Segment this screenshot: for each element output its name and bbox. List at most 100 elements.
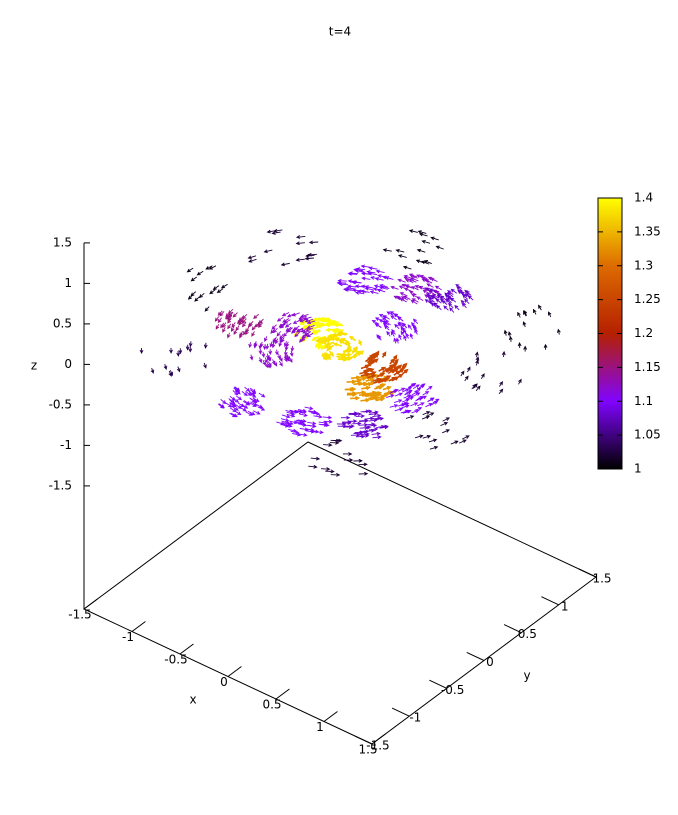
vector-arrow [239,332,243,339]
vector-arrow [409,274,418,279]
vector-arrow [354,430,365,435]
vector-arrow [417,384,425,390]
vector-arrow [411,293,419,299]
vector-arrow [267,361,272,368]
vector-arrow [235,325,240,332]
vector-arrow [307,421,317,426]
vector-arrow [318,422,329,427]
vector-arrow [373,284,383,289]
vector-arrow [346,392,358,397]
vector-arrow [271,342,276,349]
vector-arrow [390,315,397,321]
vector-arrow [392,354,398,362]
vector-arrow [501,350,506,357]
x-tick [275,688,290,700]
vector-arrow [410,299,418,305]
vector-arrow [358,462,368,467]
vector-arrow [288,357,293,363]
vector-arrow [342,452,353,456]
vector-arrow [405,415,415,419]
x-tick-label: 1 [316,720,324,734]
vector-arrow [229,412,237,418]
base-plane [83,441,597,745]
vector-arrow [340,337,349,343]
vector-arrow [320,343,327,351]
vector-arrow [249,389,257,395]
vector-arrow [303,316,312,321]
vector-arrow [400,296,409,301]
vector-arrow [280,262,290,267]
vector-arrow [324,341,335,346]
vector-arrow [298,423,308,427]
vector-arrow [425,287,433,293]
vector-arrow [359,370,369,375]
vector-arrow [403,287,412,292]
vector-arrow [290,345,295,352]
z-tick-label: 0 [64,357,72,371]
vector-arrow [280,418,290,422]
vector-arrow [332,342,343,347]
vector-arrow [450,288,457,294]
vector-arrow [308,240,319,245]
vector-arrow [394,407,404,412]
vector-arrow [325,469,335,474]
vector-arrow [308,464,318,469]
vector-arrow [364,393,376,398]
vector-arrow [395,373,404,379]
y-tick-label: -1.5 [366,739,389,753]
vector-arrow [361,271,371,276]
vector-arrow [405,389,413,394]
vector-arrow [401,404,410,409]
vector-arrow [377,334,382,341]
vector-arrow [220,322,225,329]
vector-arrow [346,386,357,392]
vector-arrow [139,348,144,355]
vector-arrow [355,414,366,419]
vector-arrow [413,384,420,389]
y-axis-title: y [523,669,530,683]
vector-arrow [297,419,307,423]
z-tick-label: -0.5 [49,397,72,411]
vector-arrow [253,342,258,349]
vector-arrow [336,422,347,426]
vector-arrow [464,298,470,305]
vector-arrow [307,252,317,257]
vector-arrow [402,328,407,335]
vector-arrow [433,302,440,308]
vector-arrow [336,281,347,285]
vector-arrow [360,364,370,370]
vector-arrow [356,390,367,395]
vector-arrow [421,278,430,283]
vector-arrow [271,231,281,235]
vector-arrow [429,445,439,450]
vector-arrow [245,327,250,333]
vector-arrow [203,342,208,349]
vector-arrow [298,433,308,437]
vector-arrow [298,315,307,320]
vector-arrow [423,260,432,264]
vector-arrow [304,256,314,261]
vector-arrow [366,374,377,379]
vector-arrow [232,390,239,396]
vector-arrow [360,397,371,403]
colorbar-tick-label: 1.4 [634,191,653,205]
vector-arrow [150,367,155,374]
vector-arrow [412,318,419,324]
vector-arrow [467,295,474,301]
vector-arrow [372,287,382,292]
vector-arrow [270,328,276,334]
vector-arrow [281,337,285,343]
vector-arrow [363,409,373,414]
vector-arrow [368,395,379,400]
vector-arrow [410,402,419,407]
vector-arrow [351,348,359,354]
vector-arrow [232,312,238,318]
y-tick [429,679,447,689]
vector-arrow [281,312,290,317]
vector-arrow [416,402,425,407]
vector-arrow [321,354,328,361]
vector-arrow [302,329,310,334]
vector-arrow [283,423,293,428]
vector-arrow [390,330,395,337]
